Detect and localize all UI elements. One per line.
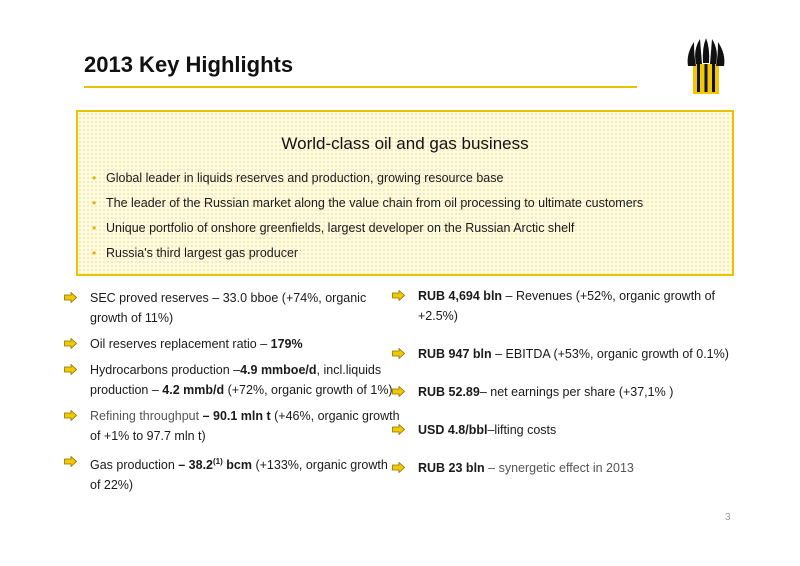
rosneft-logo-icon <box>687 38 725 94</box>
arrow-bullet-icon <box>392 462 405 473</box>
page-number: 3 <box>725 512 731 523</box>
list-item: • The leader of the Russian market along … <box>92 193 643 218</box>
list-item: RUB 52.89– net earnings per share (+37,1… <box>392 382 742 402</box>
box-bullet-list: • Global leader in liquids reserves and p… <box>92 168 643 268</box>
list-item: • Unique portfolio of onshore greenfields… <box>92 218 643 243</box>
list-item: Refining throughput – 90.1 mln t (+46%, … <box>64 406 400 446</box>
list-item: SEC proved reserves – 33.0 bboe (+74%, o… <box>64 288 400 328</box>
arrow-bullet-icon <box>64 292 77 303</box>
arrow-bullet-icon <box>392 386 405 397</box>
arrow-bullet-icon <box>64 456 77 467</box>
list-item: RUB 947 bln – EBITDA (+53%, organic grow… <box>392 344 742 364</box>
list-item: • Russia's third largest gas producer <box>92 243 643 268</box>
bullet-dot-icon: • <box>92 246 97 260</box>
highlight-box: World-class oil and gas business • Global… <box>76 110 734 276</box>
list-item: Oil reserves replacement ratio – 179% <box>64 334 400 354</box>
list-item: RUB 4,694 bln – Revenues (+52%, organic … <box>392 286 742 326</box>
bullet-dot-icon: • <box>92 196 97 210</box>
list-item: USD 4.8/bbl–lifting costs <box>392 420 742 440</box>
list-item: RUB 23 bln – synergetic effect in 2013 <box>392 458 742 478</box>
arrow-bullet-icon <box>64 410 77 421</box>
arrow-bullet-icon <box>64 364 77 375</box>
bullet-dot-icon: • <box>92 171 97 185</box>
list-item: • Global leader in liquids reserves and p… <box>92 168 643 193</box>
list-item: Hydrocarbons production –4.9 mmboe/d, in… <box>64 360 400 400</box>
title-underline <box>84 86 637 88</box>
arrow-bullet-icon <box>392 348 405 359</box>
page-title: 2013 Key Highlights <box>84 52 294 77</box>
arrow-bullet-icon <box>392 290 405 301</box>
left-highlights-list: SEC proved reserves – 33.0 bboe (+74%, o… <box>64 288 400 501</box>
arrow-bullet-icon <box>64 338 77 349</box>
list-item: Gas production – 38.2(1) bcm (+133%, org… <box>64 452 400 495</box>
box-heading: World-class oil and gas business <box>281 134 529 153</box>
bullet-dot-icon: • <box>92 221 97 235</box>
arrow-bullet-icon <box>392 424 405 435</box>
right-highlights-list: RUB 4,694 bln – Revenues (+52%, organic … <box>392 286 742 496</box>
